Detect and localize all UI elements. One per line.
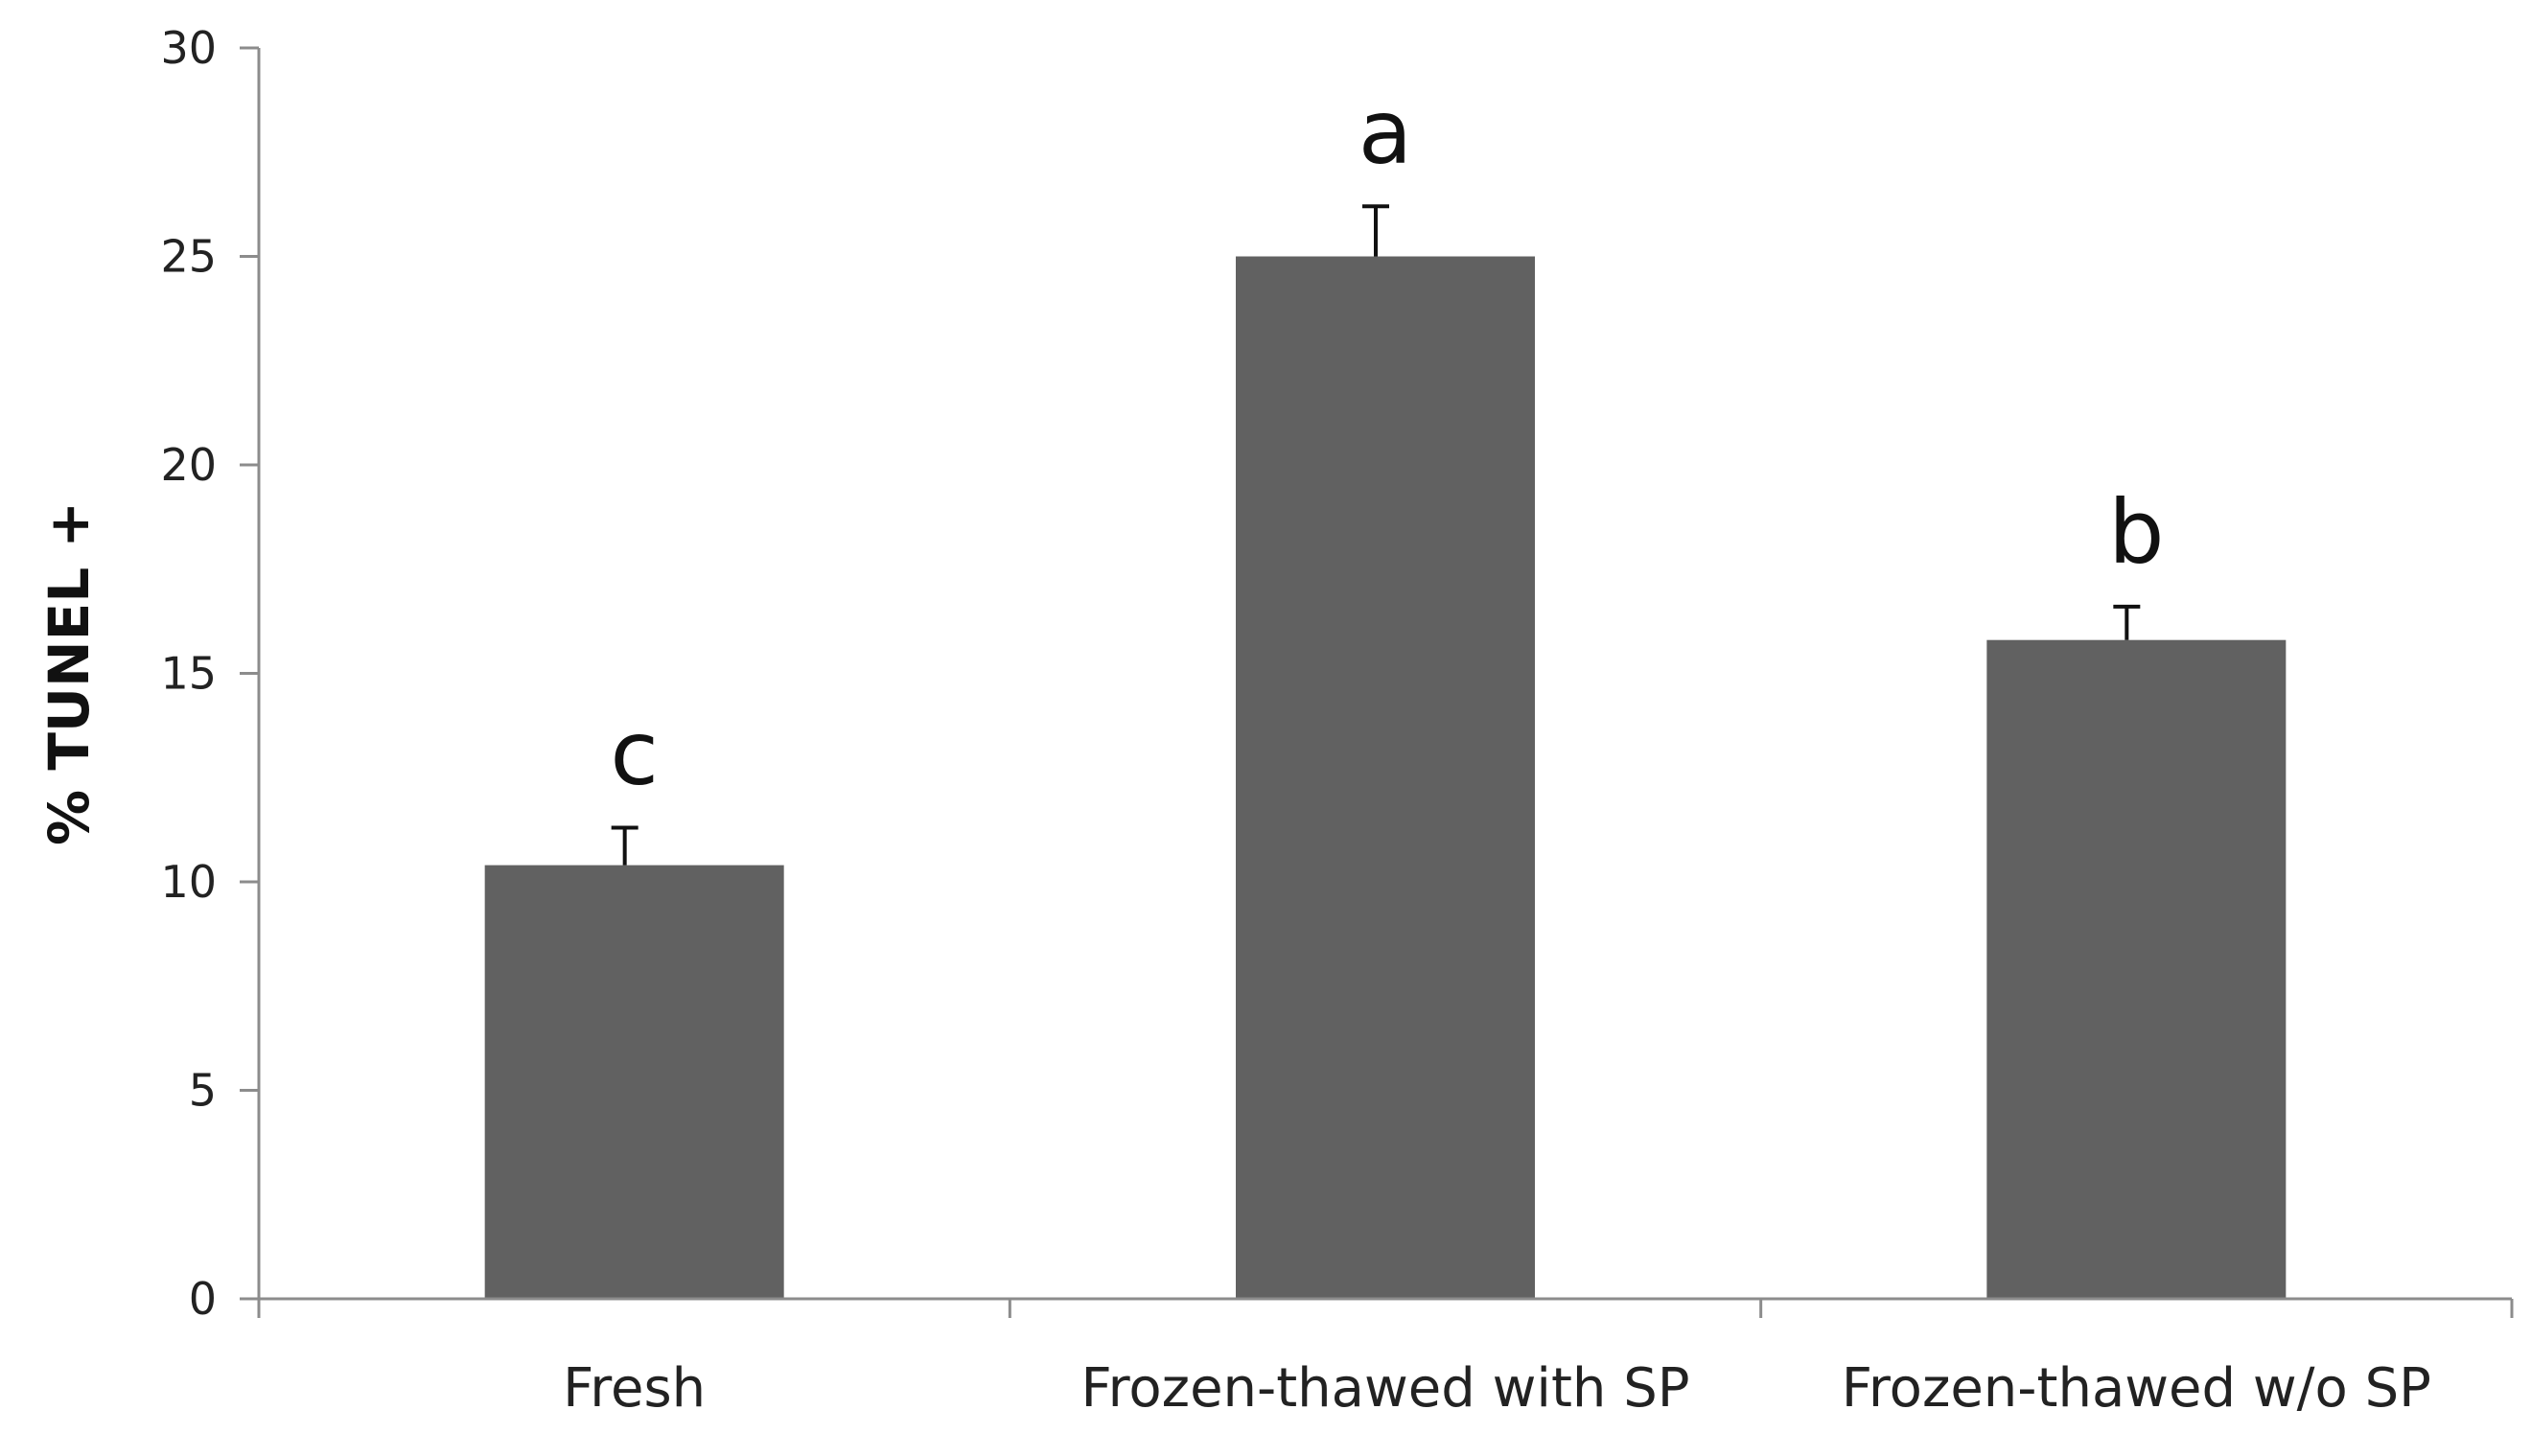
y-tick-label-4: 20	[160, 439, 217, 491]
bars-layer	[484, 256, 2287, 1299]
bar-1	[1236, 256, 1535, 1299]
y-tick-label-2: 10	[160, 856, 217, 908]
labels-layer: c Fresh a Frozen-thawed with SP b Frozen-thaw…	[36, 22, 2431, 1420]
y-tick-label-3: 15	[160, 648, 217, 700]
category-label-0: Fresh	[563, 1357, 706, 1420]
bar-0	[484, 865, 784, 1299]
axes-layer	[240, 46, 2514, 1318]
y-axis-title: % TUNEL +	[36, 501, 102, 845]
category-label-2: Frozen-thawed w/o SP	[1842, 1357, 2431, 1420]
significance-letter-1: a	[1358, 81, 1412, 183]
y-tick-label-1: 5	[189, 1065, 217, 1117]
category-label-1: Frozen-thawed with SP	[1080, 1357, 1689, 1420]
y-tick-label-0: 0	[189, 1273, 217, 1325]
y-tick-label-6: 30	[160, 22, 217, 74]
error-bars-layer	[611, 204, 2141, 866]
y-tick-label-5: 25	[160, 231, 217, 283]
bar-2	[1986, 639, 2287, 1299]
significance-letter-2: b	[2108, 481, 2164, 584]
significance-letter-0: c	[610, 702, 659, 804]
